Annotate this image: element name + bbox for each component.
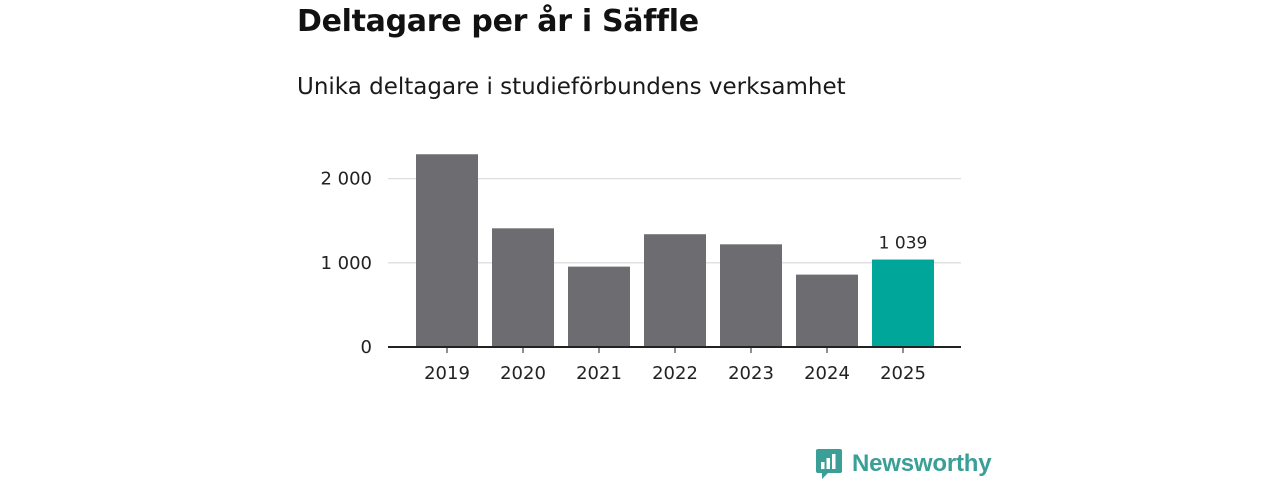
x-tick-label-2020: 2020 xyxy=(500,363,546,384)
y-tick-label: 1 000 xyxy=(320,253,372,274)
bar-2019 xyxy=(416,154,478,347)
newsworthy-logo: Newsworthy xyxy=(815,446,992,482)
y-tick-label: 2 000 xyxy=(320,169,372,190)
y-tick-label: 0 xyxy=(361,337,372,358)
axes xyxy=(388,346,961,353)
bar-2024 xyxy=(796,274,858,347)
bar-2023 xyxy=(720,244,782,347)
chart-subtitle: Unika deltagare i studieförbundens verks… xyxy=(297,74,846,100)
x-tick-label-2019: 2019 xyxy=(424,363,470,384)
brand-name: Newsworthy xyxy=(852,450,992,477)
chart-title: Deltagare per år i Säffle xyxy=(297,4,699,39)
newsworthy-logo-icon xyxy=(816,449,842,479)
x-tick-label-2024: 2024 xyxy=(804,363,850,384)
labels: 0 1 000 2 000 2019 2020 2021 2022 2023 2024 2025 1… xyxy=(320,169,927,384)
bar-2020 xyxy=(492,228,554,347)
x-tick-label-2023: 2023 xyxy=(728,363,774,384)
x-tick-label-2021: 2021 xyxy=(576,363,622,384)
bars xyxy=(416,154,934,347)
bar-2021 xyxy=(568,266,630,347)
x-tick-label-2025: 2025 xyxy=(880,363,926,384)
data-label-2025: 1 039 xyxy=(879,234,928,254)
bar-2022 xyxy=(644,234,706,347)
x-tick-label-2022: 2022 xyxy=(652,363,698,384)
bar-2025 xyxy=(872,259,934,347)
